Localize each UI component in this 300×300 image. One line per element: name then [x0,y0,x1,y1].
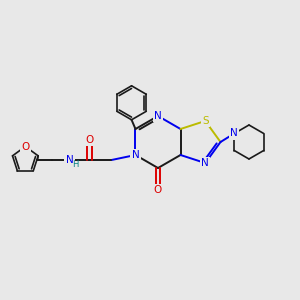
Text: N: N [132,150,140,160]
Text: N: N [230,128,238,139]
Text: H: H [72,160,78,169]
Text: N: N [66,155,74,165]
Text: N: N [154,111,162,121]
Text: S: S [202,116,208,126]
Text: O: O [21,142,29,152]
Text: O: O [85,135,94,145]
Text: N: N [201,158,209,168]
Text: O: O [154,185,162,195]
